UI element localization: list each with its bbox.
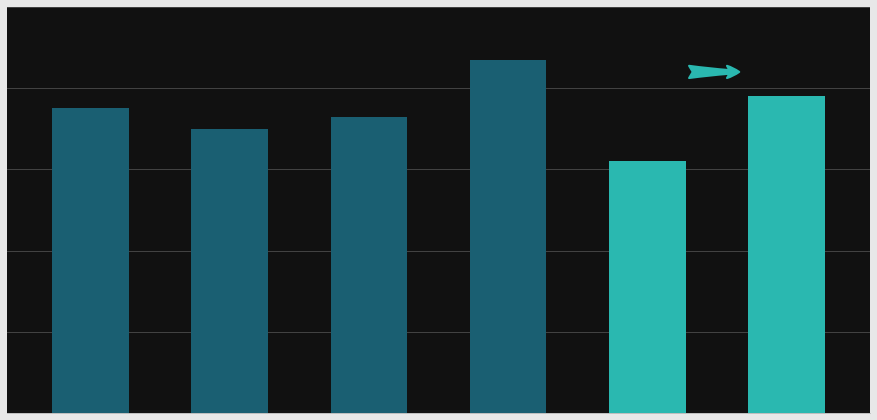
Bar	[53, 108, 129, 413]
Bar	[331, 117, 407, 413]
Bar	[191, 129, 268, 413]
Bar	[470, 60, 546, 413]
Bar	[748, 96, 824, 413]
Bar	[609, 161, 686, 413]
